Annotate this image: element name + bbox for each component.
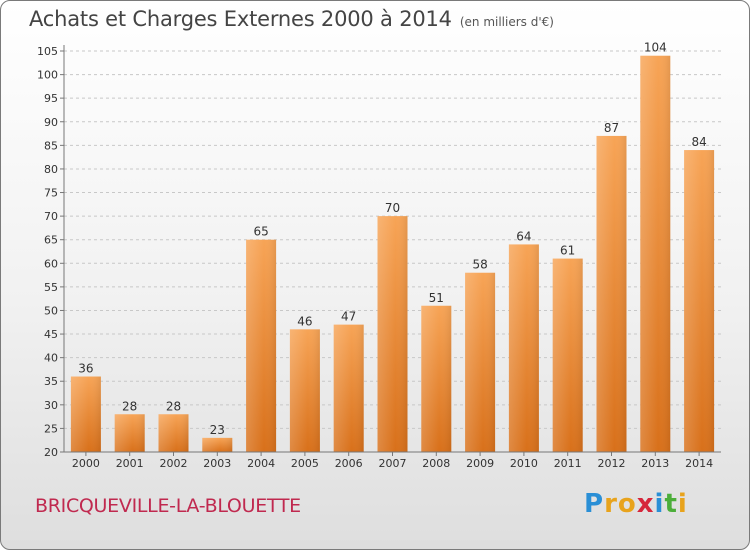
logo-letter: r [604,489,618,519]
bar-shade [70,376,101,452]
logo-letter: x [636,489,655,519]
x-tick-label: 2003 [203,457,231,470]
bar-shade [289,329,320,452]
bar-shade [333,324,364,452]
x-tick-label: 2009 [466,457,494,470]
bar-value-label: 65 [253,225,268,239]
x-tick-label: 2007 [379,457,407,470]
y-tick-label: 65 [44,234,58,247]
x-tick-label: 2004 [247,457,275,470]
y-tick-label: 25 [44,422,58,435]
logo-letter: t [664,489,678,519]
town-name: BRICQUEVILLE-LA-BLOUETTE [35,495,301,517]
bar-value-label: 84 [691,135,706,149]
proxiti-logo[interactable]: Proxiti [584,489,688,519]
y-tick-label: 80 [44,163,58,176]
bars: 36 28 28 23 65 46 47 70 51 58 64 61 87 104 84 [70,41,715,452]
y-tick-label: 75 [44,187,58,200]
x-tick-label: 2001 [116,457,144,470]
bar-value-label: 28 [166,399,181,413]
chart-unit: (en milliers d'€) [459,15,554,29]
y-tick-label: 50 [44,304,58,317]
bar-value-label: 51 [429,291,444,305]
y-axis: 20 25 30 35 40 45 50 55 60 65 70 75 80 85 90 95 100 105 [37,45,65,459]
x-tick-label: 2008 [422,457,450,470]
x-tick-label: 2012 [598,457,626,470]
y-tick-label: 60 [44,257,58,270]
x-tick-label: 2014 [685,457,713,470]
x-tick-label: 2006 [335,457,363,470]
x-tick-label: 2010 [510,457,538,470]
y-tick-label: 70 [44,210,58,223]
y-tick-label: 30 [44,399,58,412]
y-tick-label: 40 [44,352,58,365]
y-tick-label: 20 [44,446,58,459]
bar-value-label: 87 [604,121,619,135]
logo-letter: i [654,489,665,519]
y-tick-label: 100 [37,69,58,82]
bar-shade [552,258,583,452]
bar-value-label: 36 [78,362,93,376]
x-tick-label: 2005 [291,457,319,470]
bar-value-label: 46 [297,314,312,328]
bar-shade [508,244,539,452]
bar-shade [684,150,715,452]
bar-shade [114,414,145,452]
logo-letter: i [677,489,688,519]
x-tick-label: 2002 [160,457,188,470]
y-tick-label: 95 [44,92,58,105]
logo-letter: P [584,489,605,519]
bar-value-label: 104 [644,41,667,55]
y-tick-label: 35 [44,375,58,388]
bar-shade [640,55,671,452]
bar-shade [246,239,277,452]
bar-value-label: 64 [516,229,531,243]
bar-value-label: 58 [472,258,487,272]
x-axis: 2000 2001 2002 2003 2004 2005 2006 2007 2008 2009… [64,451,721,470]
y-tick-label: 85 [44,139,58,152]
logo-letter: o [617,489,637,519]
y-tick-label: 45 [44,328,58,341]
bar-shade [377,216,408,452]
x-tick-label: 2011 [554,457,582,470]
y-tick-label: 55 [44,281,58,294]
chart-title-block: Achats et Charges Externes 2000 à 2014 (e… [29,7,554,31]
bar-value-label: 47 [341,310,356,324]
y-tick-label: 90 [44,116,58,129]
chart-title: Achats et Charges Externes 2000 à 2014 [29,7,452,31]
bar-value-label: 61 [560,244,575,258]
bar-shade [421,305,452,452]
x-tick-label: 2000 [72,457,100,470]
y-tick-label: 105 [37,45,58,58]
bar-value-label: 23 [210,423,225,437]
bar-shade [158,414,189,452]
bar-shade [596,135,627,452]
bar-value-label: 28 [122,399,137,413]
bar-shade [465,272,496,452]
bar-value-label: 70 [385,201,400,215]
bar-shade [202,437,233,452]
x-tick-label: 2013 [641,457,669,470]
